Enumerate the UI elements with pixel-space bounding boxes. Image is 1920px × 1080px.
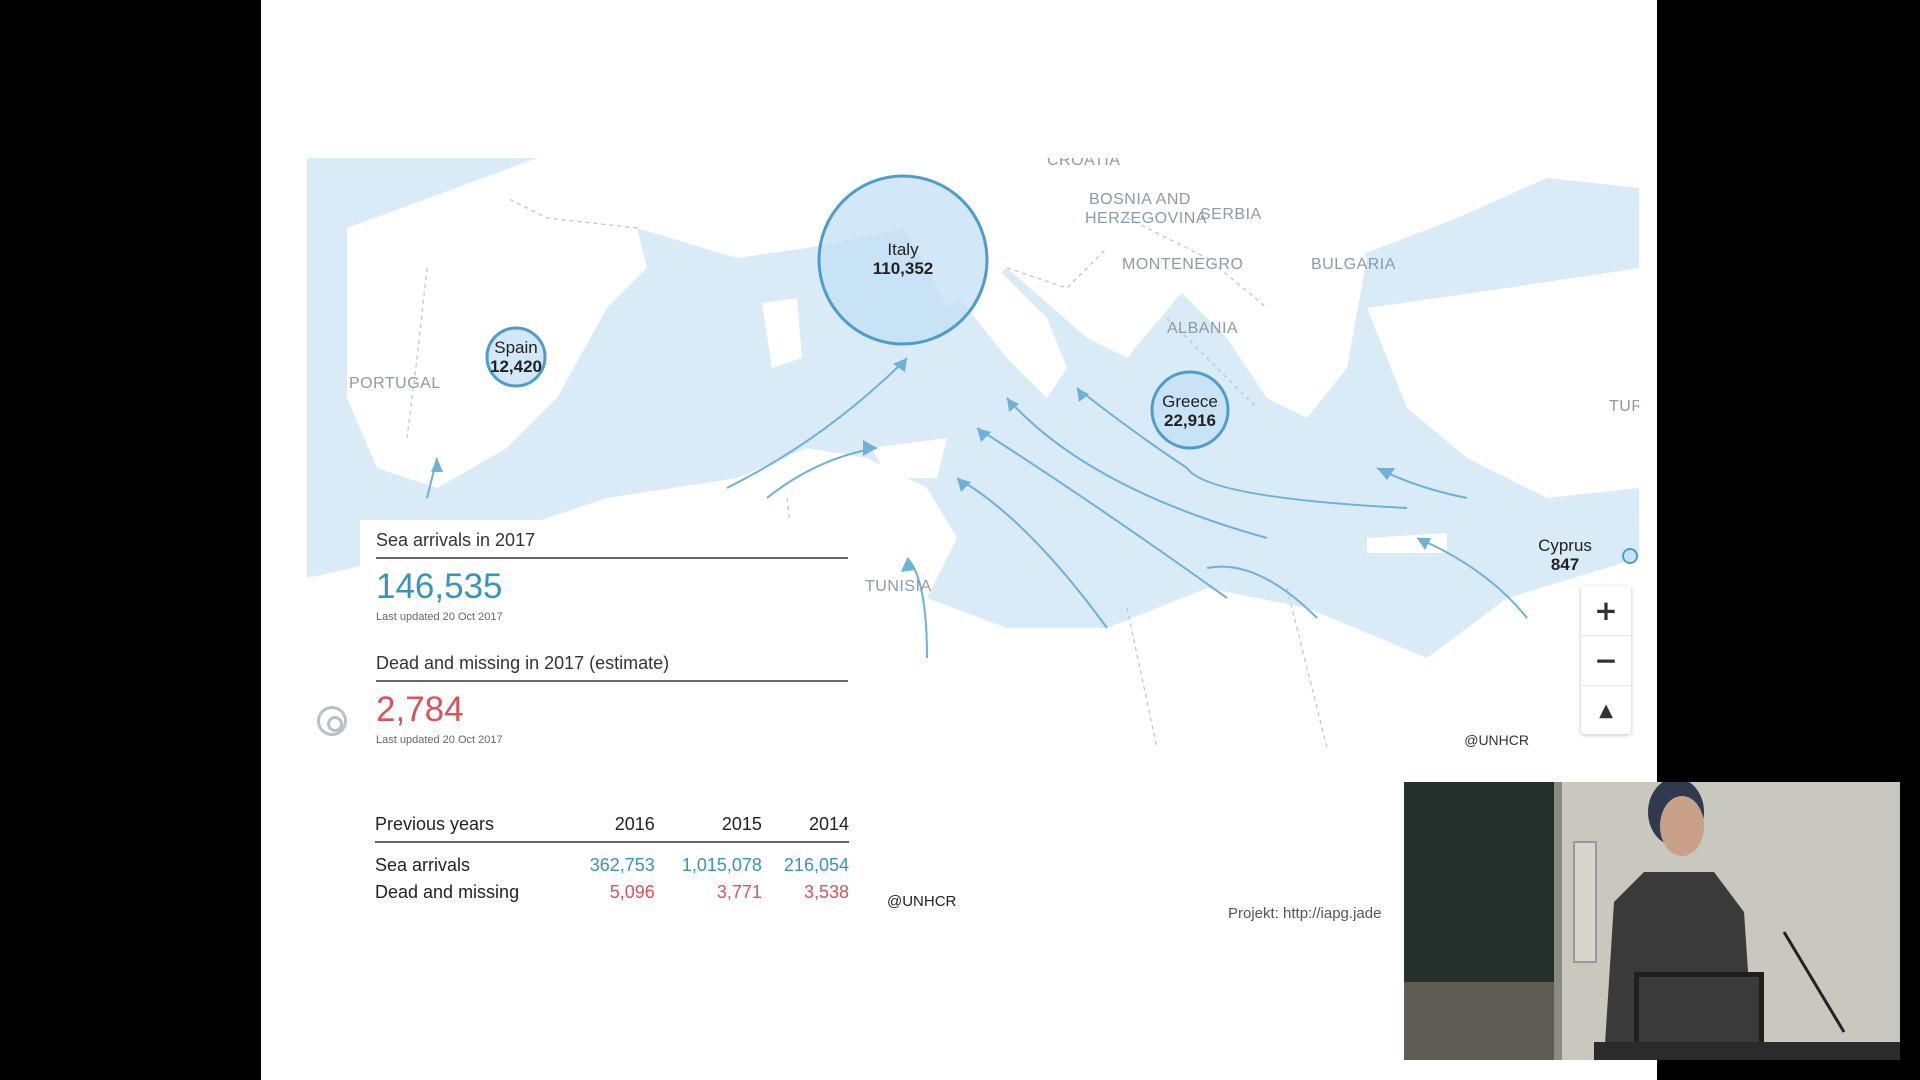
map-credit: @UNHCR xyxy=(1464,732,1529,748)
table-row: Sea arrivals 362,753 1,015,078 216,054 xyxy=(375,842,849,876)
balkans-land xyxy=(1067,158,1367,418)
map-canvas xyxy=(307,158,1639,748)
table-cell: 3,538 xyxy=(803,882,849,902)
bubble-label-greece: Greece 22,916 xyxy=(1150,392,1230,430)
speaker-webcam-video xyxy=(1404,782,1900,1060)
zoom-control: + − ▲ xyxy=(1581,586,1631,734)
bubble-label-italy: Italy 110,352 xyxy=(863,240,943,278)
row-label: Dead and missing xyxy=(375,882,520,902)
bubble-country-greece: Greece xyxy=(1162,392,1218,411)
table-row: Dead and missing 5,096 3,771 3,538 xyxy=(375,876,849,903)
bubble-label-cyprus: Cyprus 847 xyxy=(1525,536,1605,574)
bubble-country-italy: Italy xyxy=(887,240,919,259)
previous-years-table: Previous years 2016 2015 2014 Sea arriva… xyxy=(375,808,849,903)
table-cell: 1,015,078 xyxy=(681,855,762,875)
dead-heading: Dead and missing in 2017 (estimate) xyxy=(376,653,848,682)
arrow-heads xyxy=(431,358,1431,572)
zoom-in-button[interactable]: + xyxy=(1581,586,1631,636)
label-serbia: SERBIA xyxy=(1200,206,1262,223)
sardinia-land xyxy=(762,298,802,368)
label-herzegovina: HERZEGOVINA xyxy=(1085,210,1207,227)
bubble-value-cyprus: 847 xyxy=(1550,555,1580,574)
label-bosnia: BOSNIA AND xyxy=(1089,191,1191,208)
table-cell: 5,096 xyxy=(609,882,655,902)
bubble-italy xyxy=(817,174,989,346)
speaker-video-frame xyxy=(1404,782,1900,1060)
label-turkey: TUR xyxy=(1609,398,1639,415)
bubble-country-spain: Spain xyxy=(494,338,538,357)
turkey-land xyxy=(1367,268,1639,498)
label-montenegro: MONTENEGRO xyxy=(1122,256,1244,273)
arrivals-heading: Sea arrivals in 2017 xyxy=(376,530,848,559)
table-header-row: Previous years 2016 2015 2014 xyxy=(375,808,849,843)
project-link[interactable]: Projekt: http://iapg.jade xyxy=(1228,905,1382,922)
table-header: 2015 xyxy=(654,808,762,843)
bubble-cyprus xyxy=(1622,548,1638,564)
table-header: 2016 xyxy=(567,808,655,843)
bubble-value-italy: 110,352 xyxy=(872,259,934,278)
label-bulgaria: BULGARIA xyxy=(1311,256,1396,273)
dead-value: 2,784 xyxy=(376,690,464,729)
table-header: 2014 xyxy=(761,808,849,843)
bubble-country-cyprus: Cyprus xyxy=(1538,536,1592,555)
label-portugal: PORTUGAL xyxy=(349,375,441,392)
table-cell: 216,054 xyxy=(783,855,849,875)
mediterranean-map[interactable]: CROATIA PORTUGAL BOSNIA AND HERZEGOVINA … xyxy=(307,158,1639,748)
bubble-value-greece: 22,916 xyxy=(1164,411,1216,430)
migration-arrows xyxy=(426,357,1528,659)
bubble-value-spain: 12,420 xyxy=(490,357,542,376)
dead-updated: Last updated 20 Oct 2017 xyxy=(376,734,503,746)
bubble-greece xyxy=(1150,370,1230,450)
row-label: Sea arrivals xyxy=(375,855,471,875)
table-header: Previous years xyxy=(375,808,568,843)
arrivals-value: 146,535 xyxy=(376,567,503,606)
slide-credit: @UNHCR xyxy=(887,893,957,910)
bubble-label-spain: Spain 12,420 xyxy=(476,338,556,376)
europe-north-land xyxy=(537,158,1639,358)
label-albania: ALBANIA xyxy=(1167,320,1239,337)
statistics-panel: Sea arrivals in 2017 146,535 Last update… xyxy=(360,520,850,770)
reset-north-button[interactable]: ▲ xyxy=(1599,700,1613,721)
label-tunisia: TUNISIA xyxy=(865,578,932,595)
iberia-land xyxy=(347,158,647,488)
table-cell: 3,771 xyxy=(716,882,762,902)
label-croatia: CROATIA xyxy=(1047,158,1121,169)
zoom-out-button[interactable]: − xyxy=(1581,636,1631,686)
sicily-land xyxy=(872,438,947,478)
table-cell: 362,753 xyxy=(589,855,655,875)
arrivals-updated: Last updated 20 Oct 2017 xyxy=(376,611,503,623)
locate-icon[interactable] xyxy=(317,706,347,736)
presentation-slide: CROATIA PORTUGAL BOSNIA AND HERZEGOVINA … xyxy=(261,0,1657,1080)
bubble-spain xyxy=(485,326,547,388)
